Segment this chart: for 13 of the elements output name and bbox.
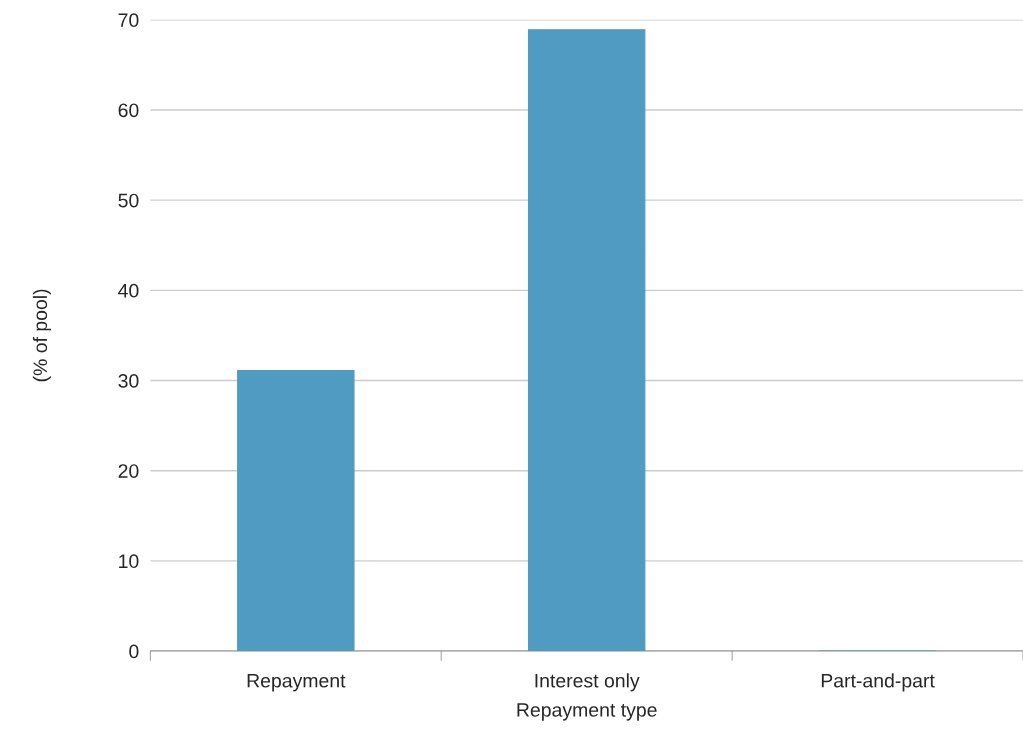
y-axis-title: (% of pool) [32,289,51,382]
y-tick-label: 30 [118,373,139,388]
y-tick-label: 0 [129,644,139,659]
y-tick-label: 60 [118,103,139,118]
y-tick-label: 10 [119,554,139,569]
y-tick-label: 20 [118,464,139,478]
x-axis-title: Repayment type [517,703,657,721]
x-tick-label: Interest only [535,673,640,692]
y-tick-label: 50 [118,193,139,208]
x-tick-label: Repayment [247,673,346,692]
x-tick-label: Part-and-part [821,673,935,692]
y-tick-label: 40 [118,283,139,298]
y-tick-label: 70 [118,13,139,28]
